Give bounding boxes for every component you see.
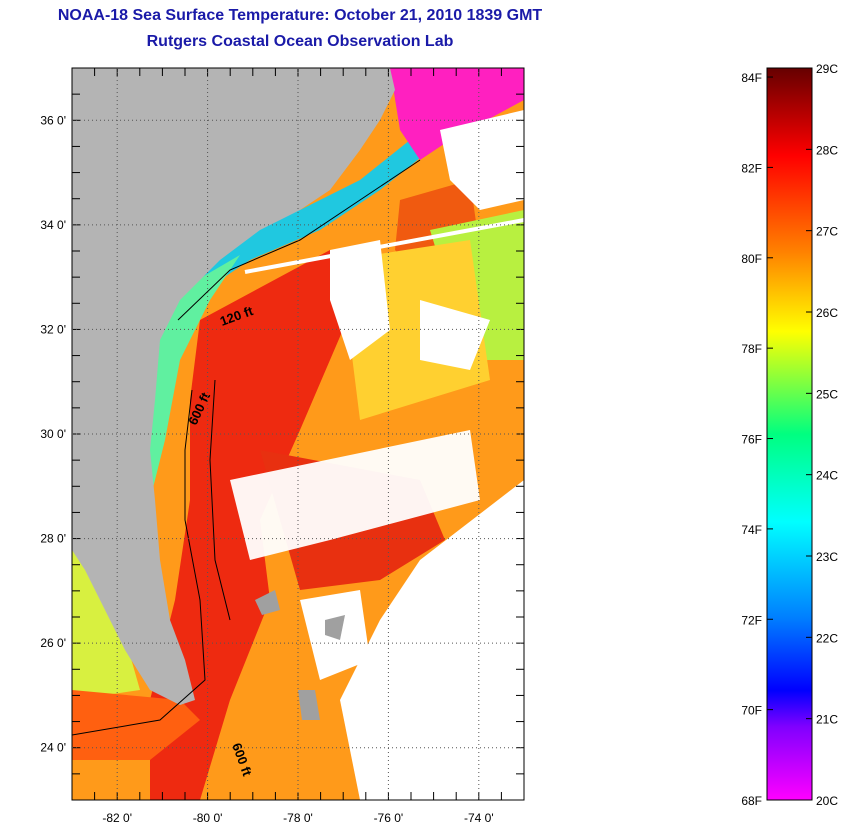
colorbar-c-label: 20C <box>816 794 838 808</box>
colorbar-f-label: 80F <box>741 252 762 266</box>
colorbar-f-label: 74F <box>741 523 762 537</box>
colorbar-c-label: 25C <box>816 387 838 401</box>
colorbar-c-label: 21C <box>816 713 838 727</box>
colorbar-c-label: 23C <box>816 550 838 564</box>
lat-label: 24 0' <box>40 741 66 755</box>
map-axes: 36 0' 34 0' 32 0' 30 0' 28 0' 26 0' 24 0' -82 0… <box>40 68 524 825</box>
colorbar-c-label: 22C <box>816 631 838 645</box>
lat-label: 30 0' <box>40 427 66 441</box>
lat-label: 34 0' <box>40 218 66 232</box>
lon-label: -80 0' <box>193 811 223 825</box>
map-title: NOAA-18 Sea Surface Temperature: October… <box>57 7 543 24</box>
colorbar-c-label: 28C <box>816 143 838 157</box>
colorbar-c-label: 27C <box>816 225 838 239</box>
colorbar-f-label: 84F <box>741 71 762 85</box>
colorbar <box>766 67 813 801</box>
lat-label: 32 0' <box>40 322 66 336</box>
colorbar-f-label: 76F <box>741 433 762 447</box>
lat-label: 28 0' <box>40 532 66 546</box>
colorbar-ticks: 84F 82F 80F 78F 76F 74F 72F 70F 68F 29C 28C 27C 26C 2… <box>741 62 838 808</box>
colorbar-f-label: 82F <box>741 161 762 175</box>
colorbar-c-label: 29C <box>816 62 838 76</box>
lon-label: -78 0' <box>283 811 313 825</box>
colorbar-f-label: 78F <box>741 342 762 356</box>
colorbar-c-label: 24C <box>816 469 838 483</box>
lat-label: 26 0' <box>40 636 66 650</box>
map-subtitle: Rutgers Coastal Ocean Observation Lab <box>146 33 454 50</box>
colorbar-f-label: 68F <box>741 794 762 808</box>
lat-label: 36 0' <box>40 113 66 127</box>
colorbar-f-label: 70F <box>741 704 762 718</box>
map-image <box>72 68 524 800</box>
colorbar-f-label: 72F <box>741 613 762 627</box>
lon-label: -82 0' <box>102 811 132 825</box>
lon-label: -74 0' <box>464 811 494 825</box>
lon-label: -76 0' <box>374 811 404 825</box>
colorbar-c-label: 26C <box>816 306 838 320</box>
